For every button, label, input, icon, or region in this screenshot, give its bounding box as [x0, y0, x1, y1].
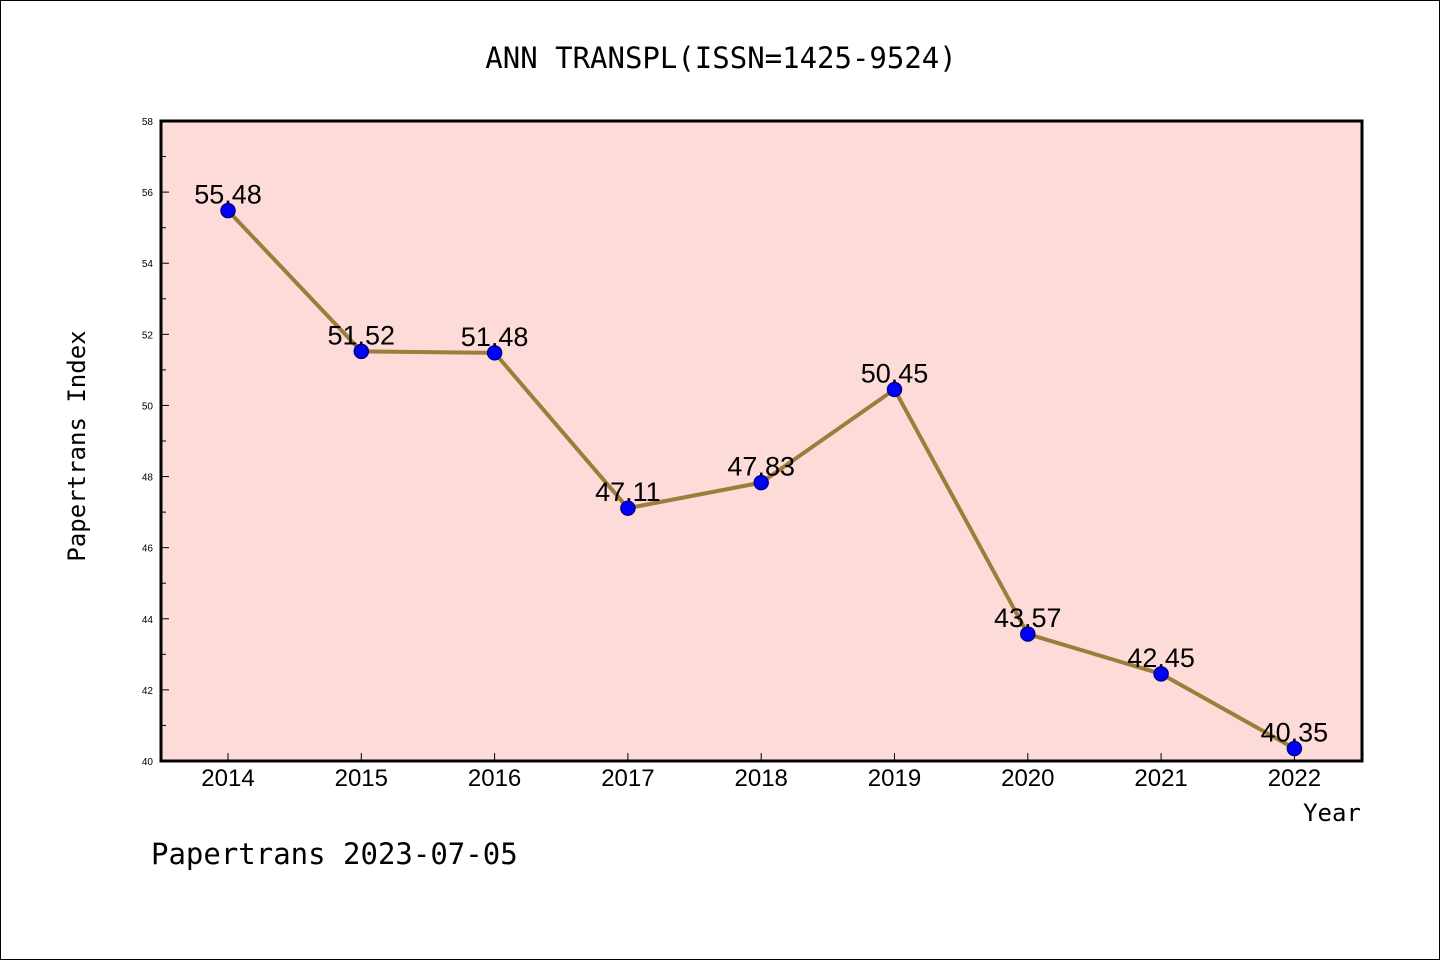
data-label: 47.83	[727, 452, 795, 482]
plot-border	[159, 119, 1364, 763]
x-tick-label: 2022	[1268, 765, 1321, 792]
x-tick-label: 2018	[735, 765, 788, 792]
x-axis: 2014 2015 2016 2017 2018 2019 2020 2021 2022	[201, 753, 1321, 792]
y-tick-label: 58	[142, 117, 154, 128]
x-tick-label: 2014	[201, 765, 254, 792]
x-tick-label: 2019	[868, 765, 921, 792]
y-tick-label: 54	[142, 259, 154, 270]
x-tick-label: 2015	[335, 765, 388, 792]
data-label: 43.57	[994, 603, 1062, 633]
y-axis-label: Papertrans Index	[63, 330, 91, 561]
data-label: 42.45	[1127, 643, 1195, 673]
data-label: 50.45	[861, 358, 929, 388]
series-markers	[220, 202, 1303, 757]
y-tick-label: 52	[142, 330, 154, 341]
data-point	[1020, 626, 1036, 642]
y-tick-label: 50	[142, 401, 154, 412]
data-point	[886, 381, 903, 398]
y-tick-label: 42	[142, 686, 154, 697]
data-label: 51.48	[461, 322, 529, 352]
y-tick-label: 44	[142, 615, 154, 626]
chart-title: ANN TRANSPL(ISSN=1425-9524)	[485, 41, 956, 75]
data-label: 40.35	[1261, 718, 1329, 748]
footer-note: Papertrans 2023-07-05	[151, 837, 518, 871]
data-label: 51.52	[328, 320, 396, 350]
data-point	[220, 202, 236, 219]
x-axis-label: Year	[1303, 799, 1361, 827]
y-tick-label: 48	[142, 473, 154, 484]
x-tick-label: 2016	[468, 765, 521, 792]
data-label: 55.48	[194, 180, 262, 210]
x-tick-label: 2021	[1134, 765, 1187, 792]
data-point	[620, 500, 636, 516]
data-point	[1153, 666, 1169, 682]
y-tick-label: 46	[142, 544, 154, 555]
data-point	[1286, 740, 1303, 757]
data-labels: 55.48 51.52 51.48 47.11 47.83 50.45 43.57 42.45…	[194, 180, 1328, 748]
y-tick-label: 40	[142, 757, 154, 768]
data-point	[353, 343, 370, 360]
data-point	[486, 345, 503, 361]
x-tick-label: 2020	[1001, 765, 1054, 792]
data-point	[753, 474, 769, 491]
x-tick-label: 2017	[601, 765, 654, 792]
plot-area	[161, 121, 1362, 761]
data-label: 47.11	[595, 477, 661, 507]
y-tick-label: 56	[142, 188, 154, 199]
